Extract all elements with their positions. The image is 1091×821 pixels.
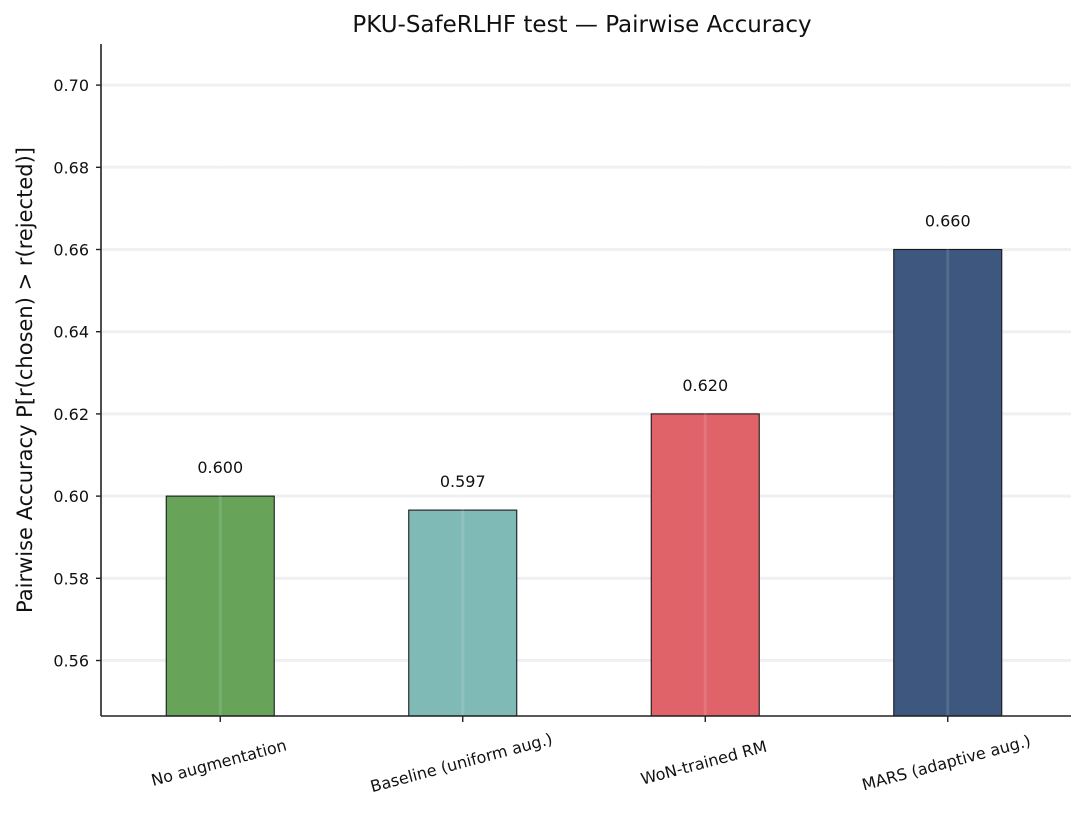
y-tick-label: 0.56 [53,652,89,671]
vertical-grid-lines [218,44,950,716]
y-tick-label: 0.70 [53,76,89,95]
y-tick-label: 0.66 [53,241,89,260]
y-tick-label: 0.60 [53,487,89,506]
y-tick-label: 0.58 [53,569,89,588]
data-label: 0.660 [925,212,971,231]
y-tick-label: 0.68 [53,158,89,177]
bar [165,495,275,717]
x-tick-label: Baseline (uniform aug.) [368,729,554,796]
bar [893,248,1003,717]
data-labels: 0.600 0.597 0.620 0.660 [197,212,970,492]
data-label: 0.620 [682,376,728,395]
bar [650,413,760,717]
y-tick-label: 0.62 [53,405,89,424]
x-ticks: No augmentation Baseline (uniform aug.) Wo… [149,716,1033,796]
bars [165,248,1003,717]
y-axis-label: Pairwise Accuracy P[r(chosen) > r(reject… [13,147,37,613]
data-label: 0.597 [440,472,486,491]
axes [100,44,1071,717]
x-tick-label: WoN-trained RM [639,737,769,789]
chart-title: PKU-SafeRLHF test — Pairwise Accuracy [352,12,811,38]
x-tick-label: MARS (adaptive aug.) [860,731,1033,794]
bar [408,509,518,717]
x-tick-label: No augmentation [149,735,288,789]
y-ticks: 0.56 0.58 0.60 0.62 0.64 0.66 0.68 0.70 [53,76,101,671]
y-tick-label: 0.64 [53,323,89,342]
data-label: 0.600 [197,458,243,477]
